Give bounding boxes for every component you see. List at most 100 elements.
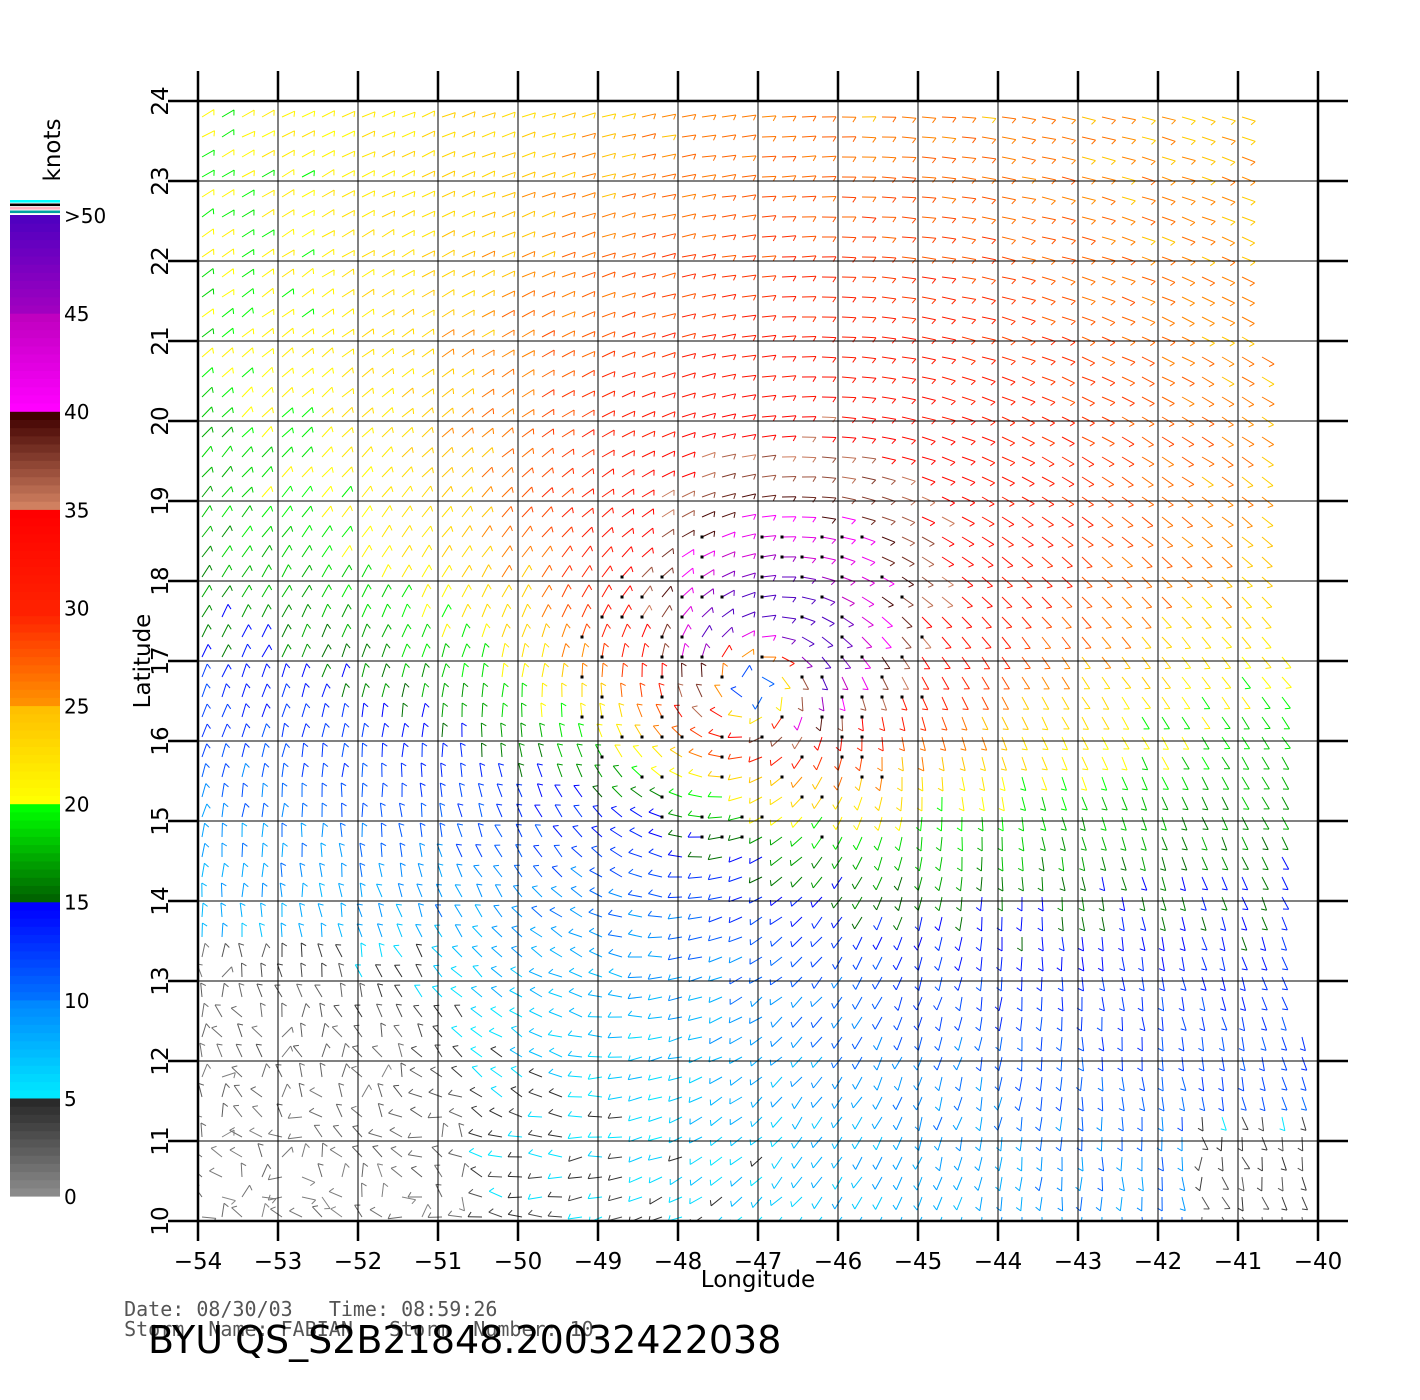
wind-barb-feather <box>206 663 211 669</box>
wind-barb <box>361 643 368 658</box>
wind-barb-feather <box>460 742 466 746</box>
wind-barb <box>381 348 394 358</box>
wind-barb <box>728 916 743 924</box>
wind-barb-feather <box>1140 848 1147 851</box>
rain-flag-dot <box>660 795 664 799</box>
wind-barb-feather <box>567 1030 573 1036</box>
wind-barb <box>1221 716 1231 729</box>
wind-barb <box>1061 396 1076 403</box>
colorbar-segment <box>10 1114 60 1124</box>
wind-barb <box>591 827 603 838</box>
wind-barb-feather <box>588 908 594 913</box>
wind-barb-feather <box>890 541 896 546</box>
rain-flag-dot <box>920 635 924 639</box>
wind-barb-feather <box>592 785 599 788</box>
wind-barb-feather <box>909 563 915 567</box>
rain-flag-dot <box>860 715 864 719</box>
wind-barb-feather <box>773 475 777 481</box>
wind-barb-feather <box>768 683 775 688</box>
wind-barb-feather <box>1220 928 1226 931</box>
wind-barb-feather <box>892 964 897 971</box>
wind-barb <box>541 447 554 458</box>
wind-barb-feather <box>366 643 371 649</box>
wind-barb-feather <box>790 1182 794 1189</box>
wind-barb-feather <box>790 1201 793 1207</box>
wind-barb-feather <box>368 564 372 570</box>
wind-barb-feather <box>647 1034 651 1040</box>
wind-barb <box>961 676 970 690</box>
wind-barb <box>201 703 208 718</box>
wind-barb-feather <box>728 875 731 882</box>
wind-barb-feather <box>1035 1206 1041 1212</box>
wind-barb <box>901 416 916 421</box>
wind-barb <box>669 770 683 778</box>
wind-barb <box>1201 476 1214 486</box>
wind-barb <box>413 1005 423 1018</box>
wind-barb-feather <box>790 921 793 927</box>
wind-barb-feather <box>850 1102 854 1109</box>
wind-barb-feather <box>938 768 945 772</box>
wind-barb-feather <box>483 682 489 687</box>
wind-barb-feather <box>509 564 513 571</box>
rain-flag-dot <box>700 815 704 819</box>
wind-barb <box>261 743 266 758</box>
wind-barb-feather <box>651 566 654 573</box>
colorbar-segment <box>10 811 60 821</box>
wind-barb-feather <box>231 426 234 433</box>
wind-barb <box>528 1071 543 1078</box>
wind-barb <box>1041 736 1049 750</box>
wind-barb-feather <box>707 834 711 840</box>
wind-barb <box>260 903 263 918</box>
wind-barb-feather <box>1247 545 1254 548</box>
wind-barb-feather <box>210 545 213 552</box>
wind-barb-feather <box>206 803 211 809</box>
rain-flag-dot <box>840 635 844 639</box>
wind-barb-feather <box>892 1204 897 1210</box>
wind-barb-feather <box>1268 424 1274 428</box>
wind-barb-feather <box>1020 768 1027 771</box>
wind-barb <box>1241 456 1254 466</box>
wind-barb-feather <box>646 623 652 629</box>
wind-barb-feather <box>322 742 328 747</box>
wind-barb-feather <box>1102 768 1108 771</box>
wind-barb <box>1181 696 1191 709</box>
wind-barb-feather <box>1202 808 1208 811</box>
wind-barb <box>1061 696 1070 710</box>
wind-barb-feather <box>950 481 956 486</box>
wind-barb <box>299 863 303 878</box>
wind-barb-feather <box>607 1032 612 1038</box>
wind-barb <box>481 663 485 678</box>
wind-barb-feather <box>565 643 570 648</box>
wind-barb <box>268 1176 283 1181</box>
wind-barb-feather <box>340 982 346 986</box>
wind-barb <box>841 596 855 604</box>
wind-barb-feather <box>527 603 532 610</box>
wind-barb-feather <box>919 748 926 752</box>
wind-barb-feather <box>391 466 394 473</box>
wind-barb-feather <box>320 842 327 847</box>
wind-barb <box>1261 716 1271 729</box>
wind-barb <box>1121 636 1132 649</box>
wind-barb <box>1001 796 1005 811</box>
wind-barb-feather <box>608 1214 611 1221</box>
colorbar-segment <box>10 558 60 568</box>
wind-barb <box>1221 696 1231 709</box>
rain-flag-dot <box>620 615 624 619</box>
wind-barb-feather <box>628 1156 631 1163</box>
wind-barb-feather <box>968 543 975 548</box>
wind-barb <box>221 1129 235 1138</box>
wind-barb-feather <box>1160 908 1167 911</box>
wind-barb <box>350 1067 363 1078</box>
wind-barb-feather <box>390 1146 397 1149</box>
wind-barb <box>261 663 268 678</box>
wind-barb <box>920 816 923 831</box>
wind-barb <box>372 1146 383 1158</box>
wind-barb <box>481 742 483 758</box>
wind-barb-feather <box>1126 626 1132 629</box>
wind-barb-feather <box>511 486 514 493</box>
wind-barb-feather <box>955 926 961 932</box>
wind-barb <box>521 623 528 638</box>
wind-barb-feather <box>1246 585 1253 589</box>
wind-barb-feather <box>471 447 474 454</box>
wind-barb <box>417 903 423 918</box>
